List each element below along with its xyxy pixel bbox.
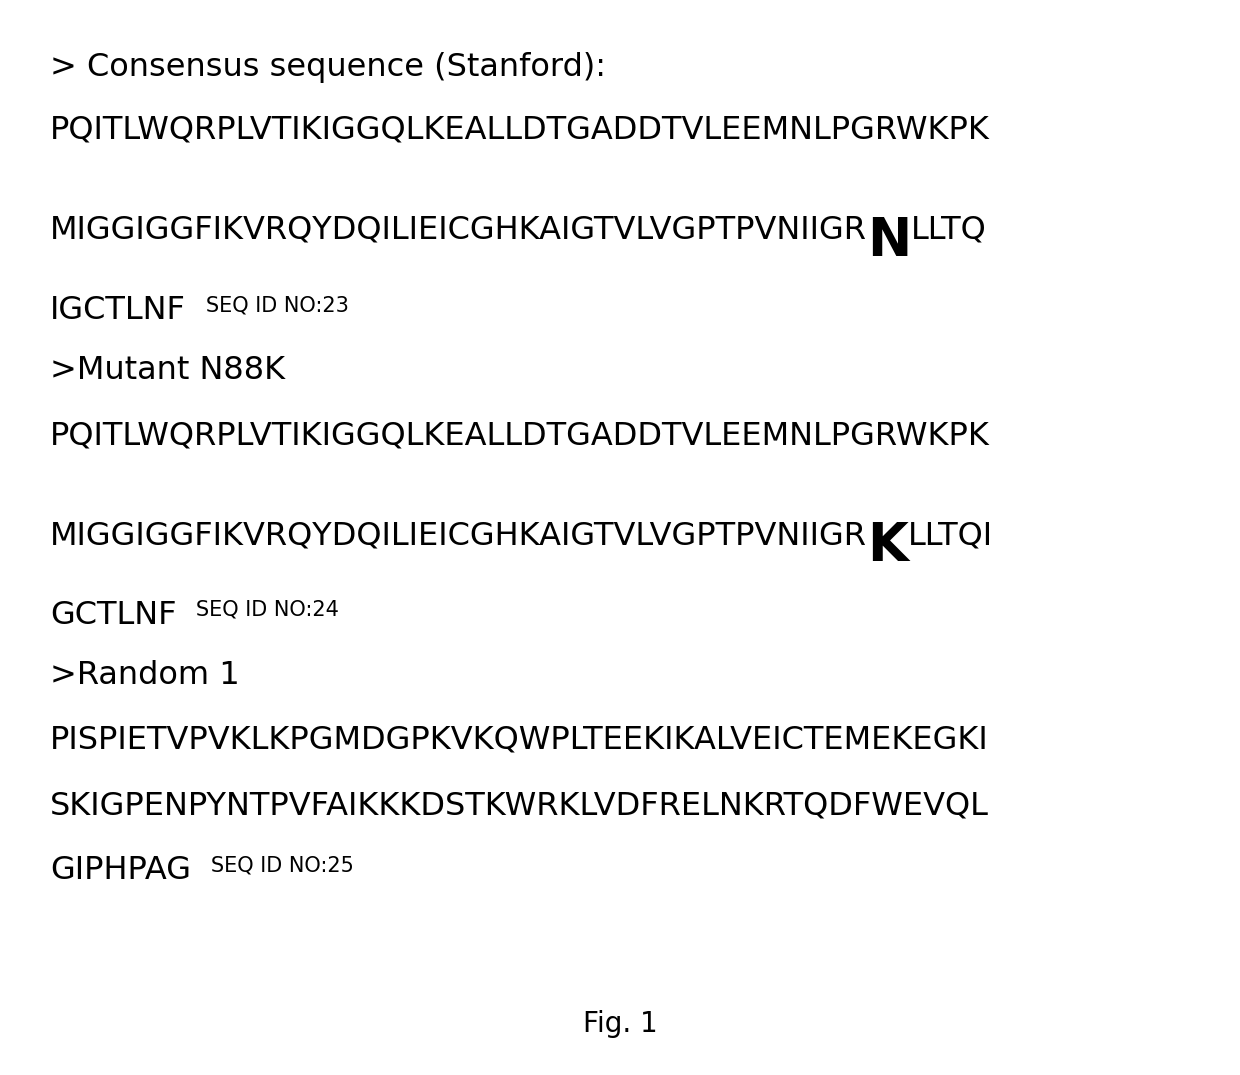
Text: PISPIETVPVKLKPGMDGPKVKQWPLTEEKIKALVEICTEMEKEGKI: PISPIETVPVKLKPGMDGPKVKQWPLTEEKIKALVEICTE… — [50, 725, 988, 756]
Text: SEQ ID NO:23: SEQ ID NO:23 — [186, 295, 348, 315]
Text: K: K — [867, 520, 908, 572]
Text: GIPHPAG: GIPHPAG — [50, 855, 191, 886]
Text: LLTQI: LLTQI — [908, 520, 993, 551]
Text: LLTQ: LLTQ — [911, 215, 987, 246]
Text: GCTLNF: GCTLNF — [50, 600, 176, 631]
Text: Fig. 1: Fig. 1 — [583, 1010, 657, 1038]
Text: > Consensus sequence (Stanford):: > Consensus sequence (Stanford): — [50, 52, 606, 83]
Text: PQITLWQRPLVTIKIGGQLKEALLDTGADDTVLEEMNLPGRWKPK: PQITLWQRPLVTIKIGGQLKEALLDTGADDTVLEEMNLPG… — [50, 420, 990, 451]
Text: PQITLWQRPLVTIKIGGQLKEALLDTGADDTVLEEMNLPGRWKPK: PQITLWQRPLVTIKIGGQLKEALLDTGADDTVLEEMNLPG… — [50, 115, 990, 146]
Text: SEQ ID NO:25: SEQ ID NO:25 — [191, 855, 353, 875]
Text: MIGGIGGFIKVRQYDQILIEICGHKAIGTVLVGPTPVNIIGR: MIGGIGGFIKVRQYDQILIEICGHKAIGTVLVGPTPVNII… — [50, 520, 867, 551]
Text: MIGGIGGFIKVRQYDQILIEICGHKAIGTVLVGPTPVNIIGR: MIGGIGGFIKVRQYDQILIEICGHKAIGTVLVGPTPVNII… — [50, 215, 867, 246]
Text: SKIGPENPYNTPVFAIKKKDSTKWRKLVDFRELNKRTQDFWEVQL: SKIGPENPYNTPVFAIKKKDSTKWRKLVDFRELNKRTQDF… — [50, 790, 988, 821]
Text: SEQ ID NO:24: SEQ ID NO:24 — [176, 600, 340, 620]
Text: IGCTLNF: IGCTLNF — [50, 295, 186, 326]
Text: N: N — [867, 215, 911, 267]
Text: >Mutant N88K: >Mutant N88K — [50, 355, 285, 386]
Text: >Random 1: >Random 1 — [50, 660, 239, 691]
